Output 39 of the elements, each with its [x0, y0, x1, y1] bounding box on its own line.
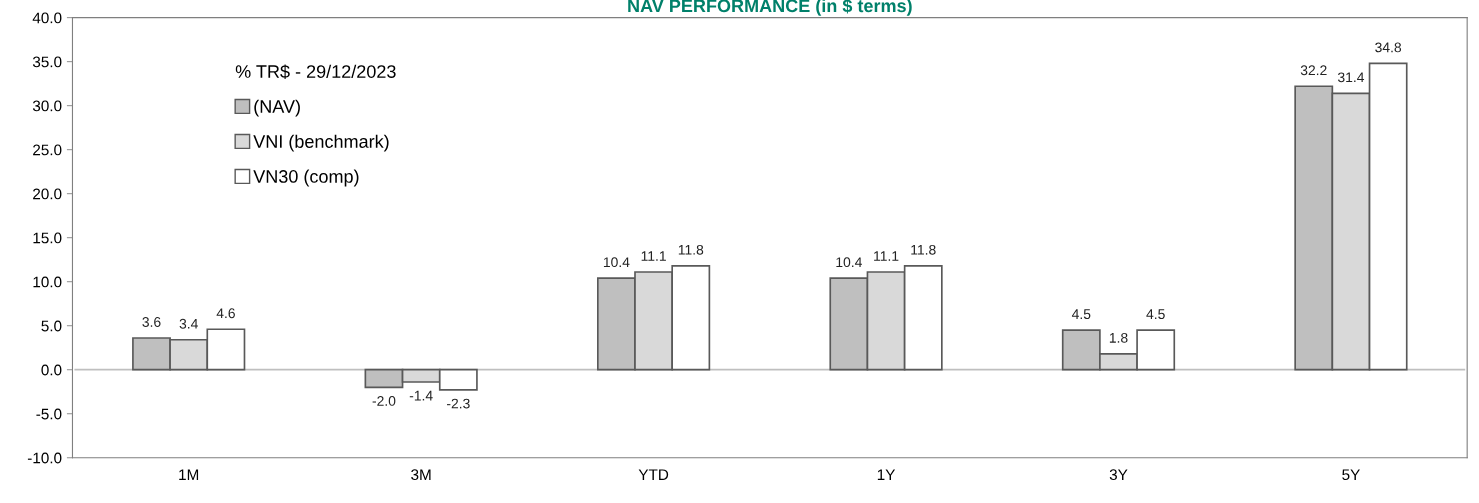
y-tick-label: 25.0 — [33, 144, 62, 156]
data-label: 1.8 — [1109, 332, 1128, 343]
x-tick-label: 3Y — [1109, 469, 1128, 481]
y-tick-label: -10.0 — [27, 452, 62, 464]
data-label: 4.5 — [1071, 309, 1091, 320]
y-tick-label: 20.0 — [33, 188, 62, 200]
data-label: 4.6 — [216, 308, 235, 319]
data-label: 32.2 — [1300, 65, 1327, 76]
data-label: 34.8 — [1375, 42, 1402, 53]
legend-label: (NAV) — [254, 99, 300, 117]
y-tick-label: 40.0 — [32, 12, 62, 24]
y-tick-label: 30.0 — [32, 100, 62, 112]
y-tick-label: -5.0 — [36, 408, 62, 420]
data-label: 11.8 — [911, 244, 936, 255]
data-label: 4.5 — [1146, 309, 1165, 320]
data-label: -2.3 — [446, 398, 470, 409]
x-tick-label: 1Y — [877, 469, 896, 480]
y-tick-label: 5.0 — [41, 320, 62, 332]
x-tick-label: 3M — [411, 469, 431, 481]
data-label: 3.6 — [142, 317, 161, 327]
x-tick-label: 1M — [179, 469, 199, 480]
data-label: 3.4 — [179, 318, 198, 329]
x-tick-label: YTD — [638, 469, 669, 480]
legend-title: % TR$ - 29/12/2023 — [235, 64, 396, 79]
data-label: 11.1 — [874, 251, 899, 261]
legend-label: VN30 (comp) — [253, 169, 359, 187]
data-label: -1.4 — [409, 390, 433, 401]
data-label: 31.4 — [1337, 72, 1365, 83]
data-label: 11.8 — [678, 244, 704, 255]
legend-label: VNI (benchmark) — [253, 134, 389, 152]
data-label: -2.0 — [372, 396, 396, 406]
y-tick-label: 35.0 — [32, 56, 62, 68]
y-tick-label: 10.0 — [33, 276, 62, 288]
y-tick-label: 0.0 — [41, 364, 62, 376]
data-label: 11.1 — [641, 251, 666, 261]
x-tick-label: 5Y — [1342, 469, 1360, 481]
y-tick-label: 15.0 — [33, 232, 62, 244]
data-label: 10.4 — [836, 257, 862, 268]
data-label: 10.4 — [603, 257, 630, 268]
